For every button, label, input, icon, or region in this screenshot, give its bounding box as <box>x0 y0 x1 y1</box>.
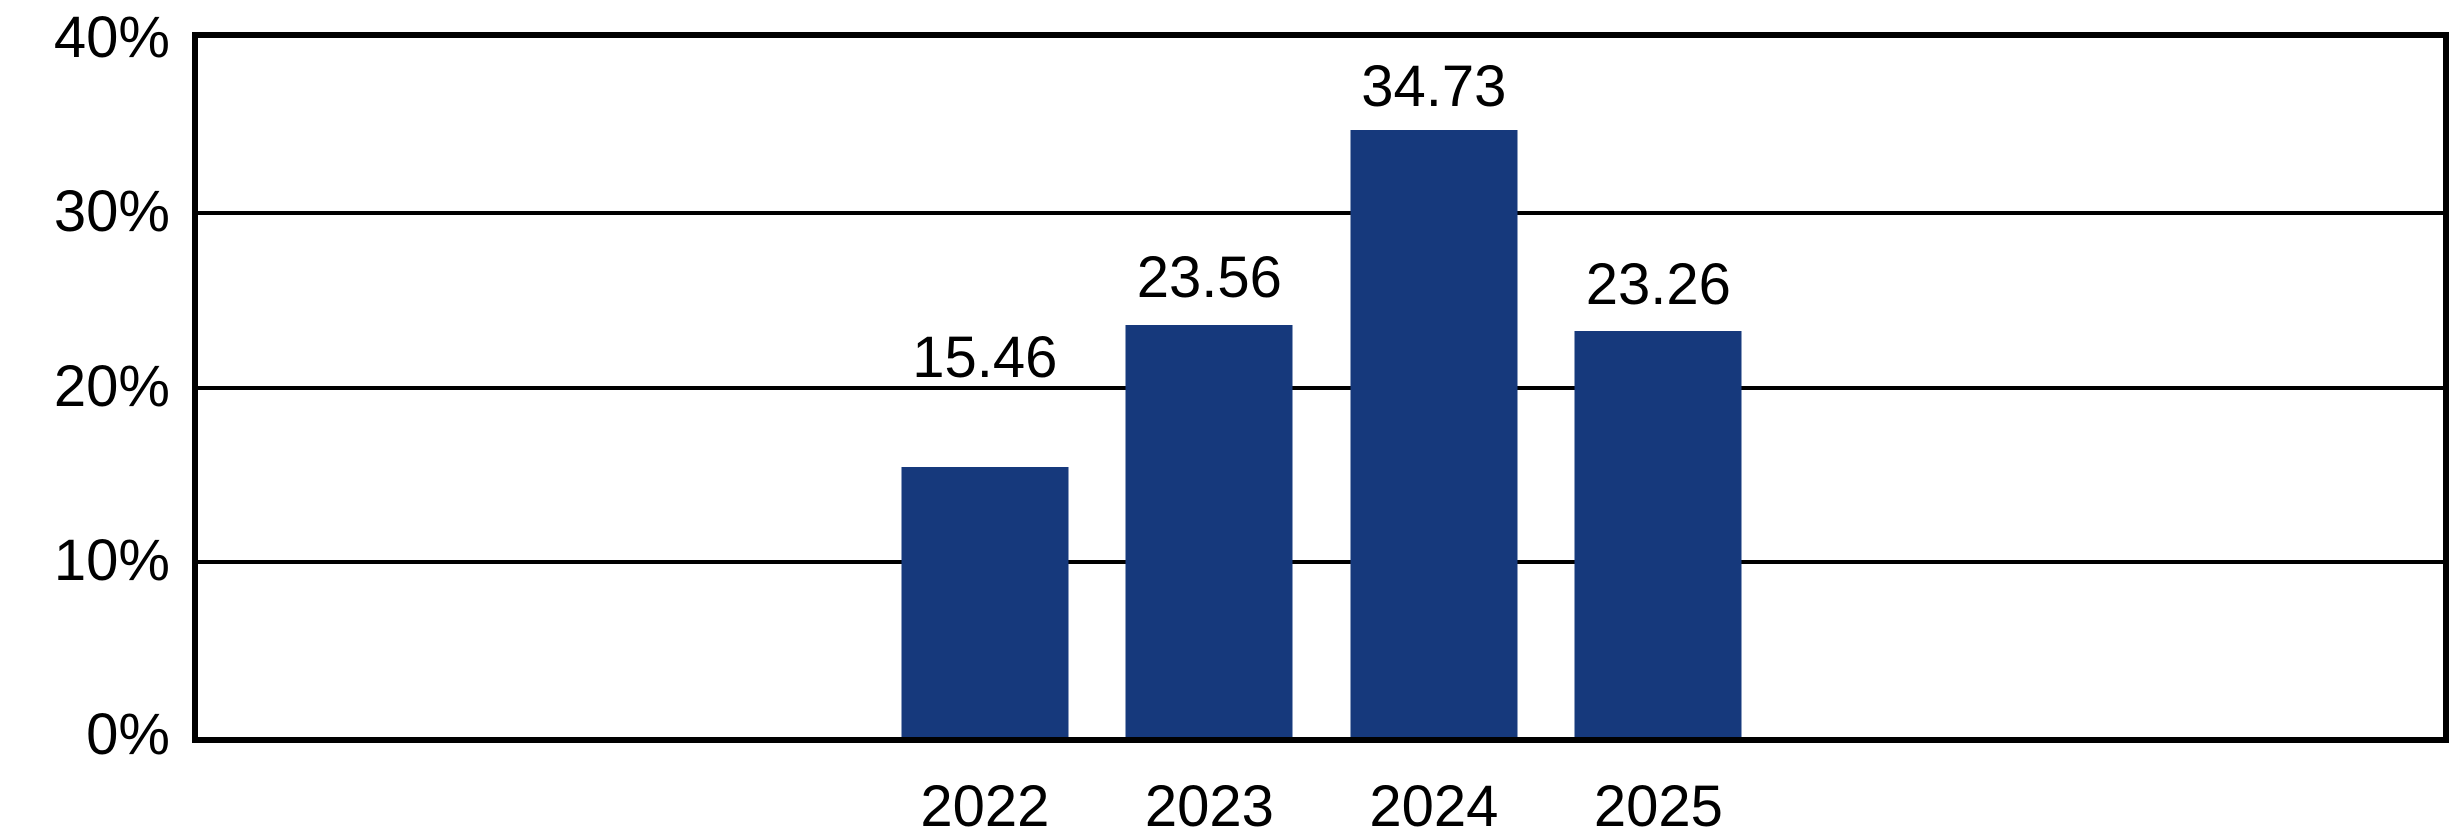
bar-2024 <box>1350 130 1518 737</box>
bar-value-label-2023: 23.56 <box>1136 245 1282 311</box>
gridline <box>198 560 2443 565</box>
x-tick-label-2025: 2025 <box>1593 774 1723 833</box>
y-axis-tick-labels: 0% 10% 20% 30% 40% <box>0 9 170 764</box>
y-tick-label-10: 10% <box>53 527 170 593</box>
gridline <box>198 210 2443 215</box>
gridline <box>198 385 2443 390</box>
x-tick-label-2023: 2023 <box>1144 774 1274 833</box>
bar-value-label-2022: 15.46 <box>912 324 1058 390</box>
y-tick-label-40: 40% <box>53 5 170 70</box>
bar-2025 <box>1574 330 1742 737</box>
bar-2023 <box>1125 325 1293 737</box>
y-tick-label-0: 0% <box>86 702 170 767</box>
y-tick-label-30: 30% <box>53 179 170 245</box>
bar-value-label-2025: 23.26 <box>1585 251 1731 317</box>
x-axis-tick-labels: 2022 2023 2024 2025 <box>198 778 2443 833</box>
x-tick-label-2022: 2022 <box>920 774 1050 833</box>
y-tick-label-20: 20% <box>53 353 170 419</box>
bar-value-label-2024: 34.73 <box>1361 54 1507 120</box>
plot-area: 15.46 23.56 34.73 23.26 <box>192 32 2449 743</box>
bar-2022 <box>901 466 1069 737</box>
x-tick-label-2024: 2024 <box>1369 774 1499 833</box>
